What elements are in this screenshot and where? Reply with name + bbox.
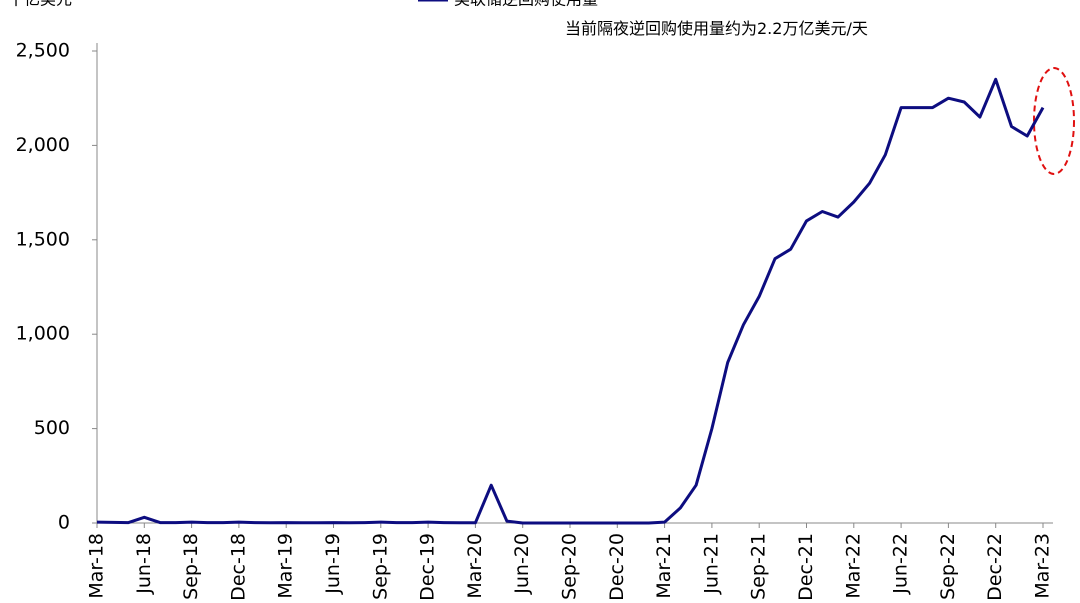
x-tick-label: Jun-19 [322, 533, 344, 595]
x-tick-label: Sep-20 [559, 533, 581, 600]
y-tick-label: 2,000 [16, 134, 70, 156]
x-tick-label: Jun-21 [700, 533, 722, 595]
x-tick-label: Mar-18 [86, 533, 108, 599]
y-tick-label: 0 [58, 512, 70, 534]
x-tick-label: Dec-18 [227, 533, 249, 601]
highlight-ellipse [1033, 67, 1075, 175]
x-tick-label: Mar-19 [275, 533, 297, 599]
x-tick-label: Sep-22 [937, 533, 959, 600]
x-tick-label: Jun-22 [890, 533, 912, 595]
y-tick-label: 500 [34, 417, 70, 439]
x-tick-label: Dec-20 [606, 533, 628, 601]
y-tick-label: 1,000 [16, 323, 70, 345]
x-tick-label: Dec-21 [795, 533, 817, 601]
x-tick-label: Mar-22 [842, 533, 864, 599]
x-tick-label: Mar-21 [653, 533, 675, 599]
x-tick-label: Sep-18 [180, 533, 202, 600]
y-tick-label: 2,500 [16, 40, 70, 62]
y-unit: 十亿美元 [8, 0, 72, 9]
x-tick-label: Sep-19 [369, 533, 391, 600]
annotation: 当前隔夜逆回购使用量约为2.2万亿美元/天 [565, 19, 868, 38]
y-tick-label: 1,500 [16, 228, 70, 250]
x-tick-label: Mar-23 [1032, 533, 1054, 599]
x-tick-label: Jun-20 [511, 533, 533, 595]
x-tick-label: Mar-20 [464, 533, 486, 599]
x-tick-label: Dec-19 [417, 533, 439, 601]
legend-label: 美联储逆回购使用量 [454, 0, 598, 9]
x-tick-label: Dec-22 [984, 533, 1006, 601]
x-tick-label: Sep-21 [748, 533, 770, 600]
series-line [96, 77, 1045, 525]
x-tick-label: Jun-18 [133, 533, 155, 595]
